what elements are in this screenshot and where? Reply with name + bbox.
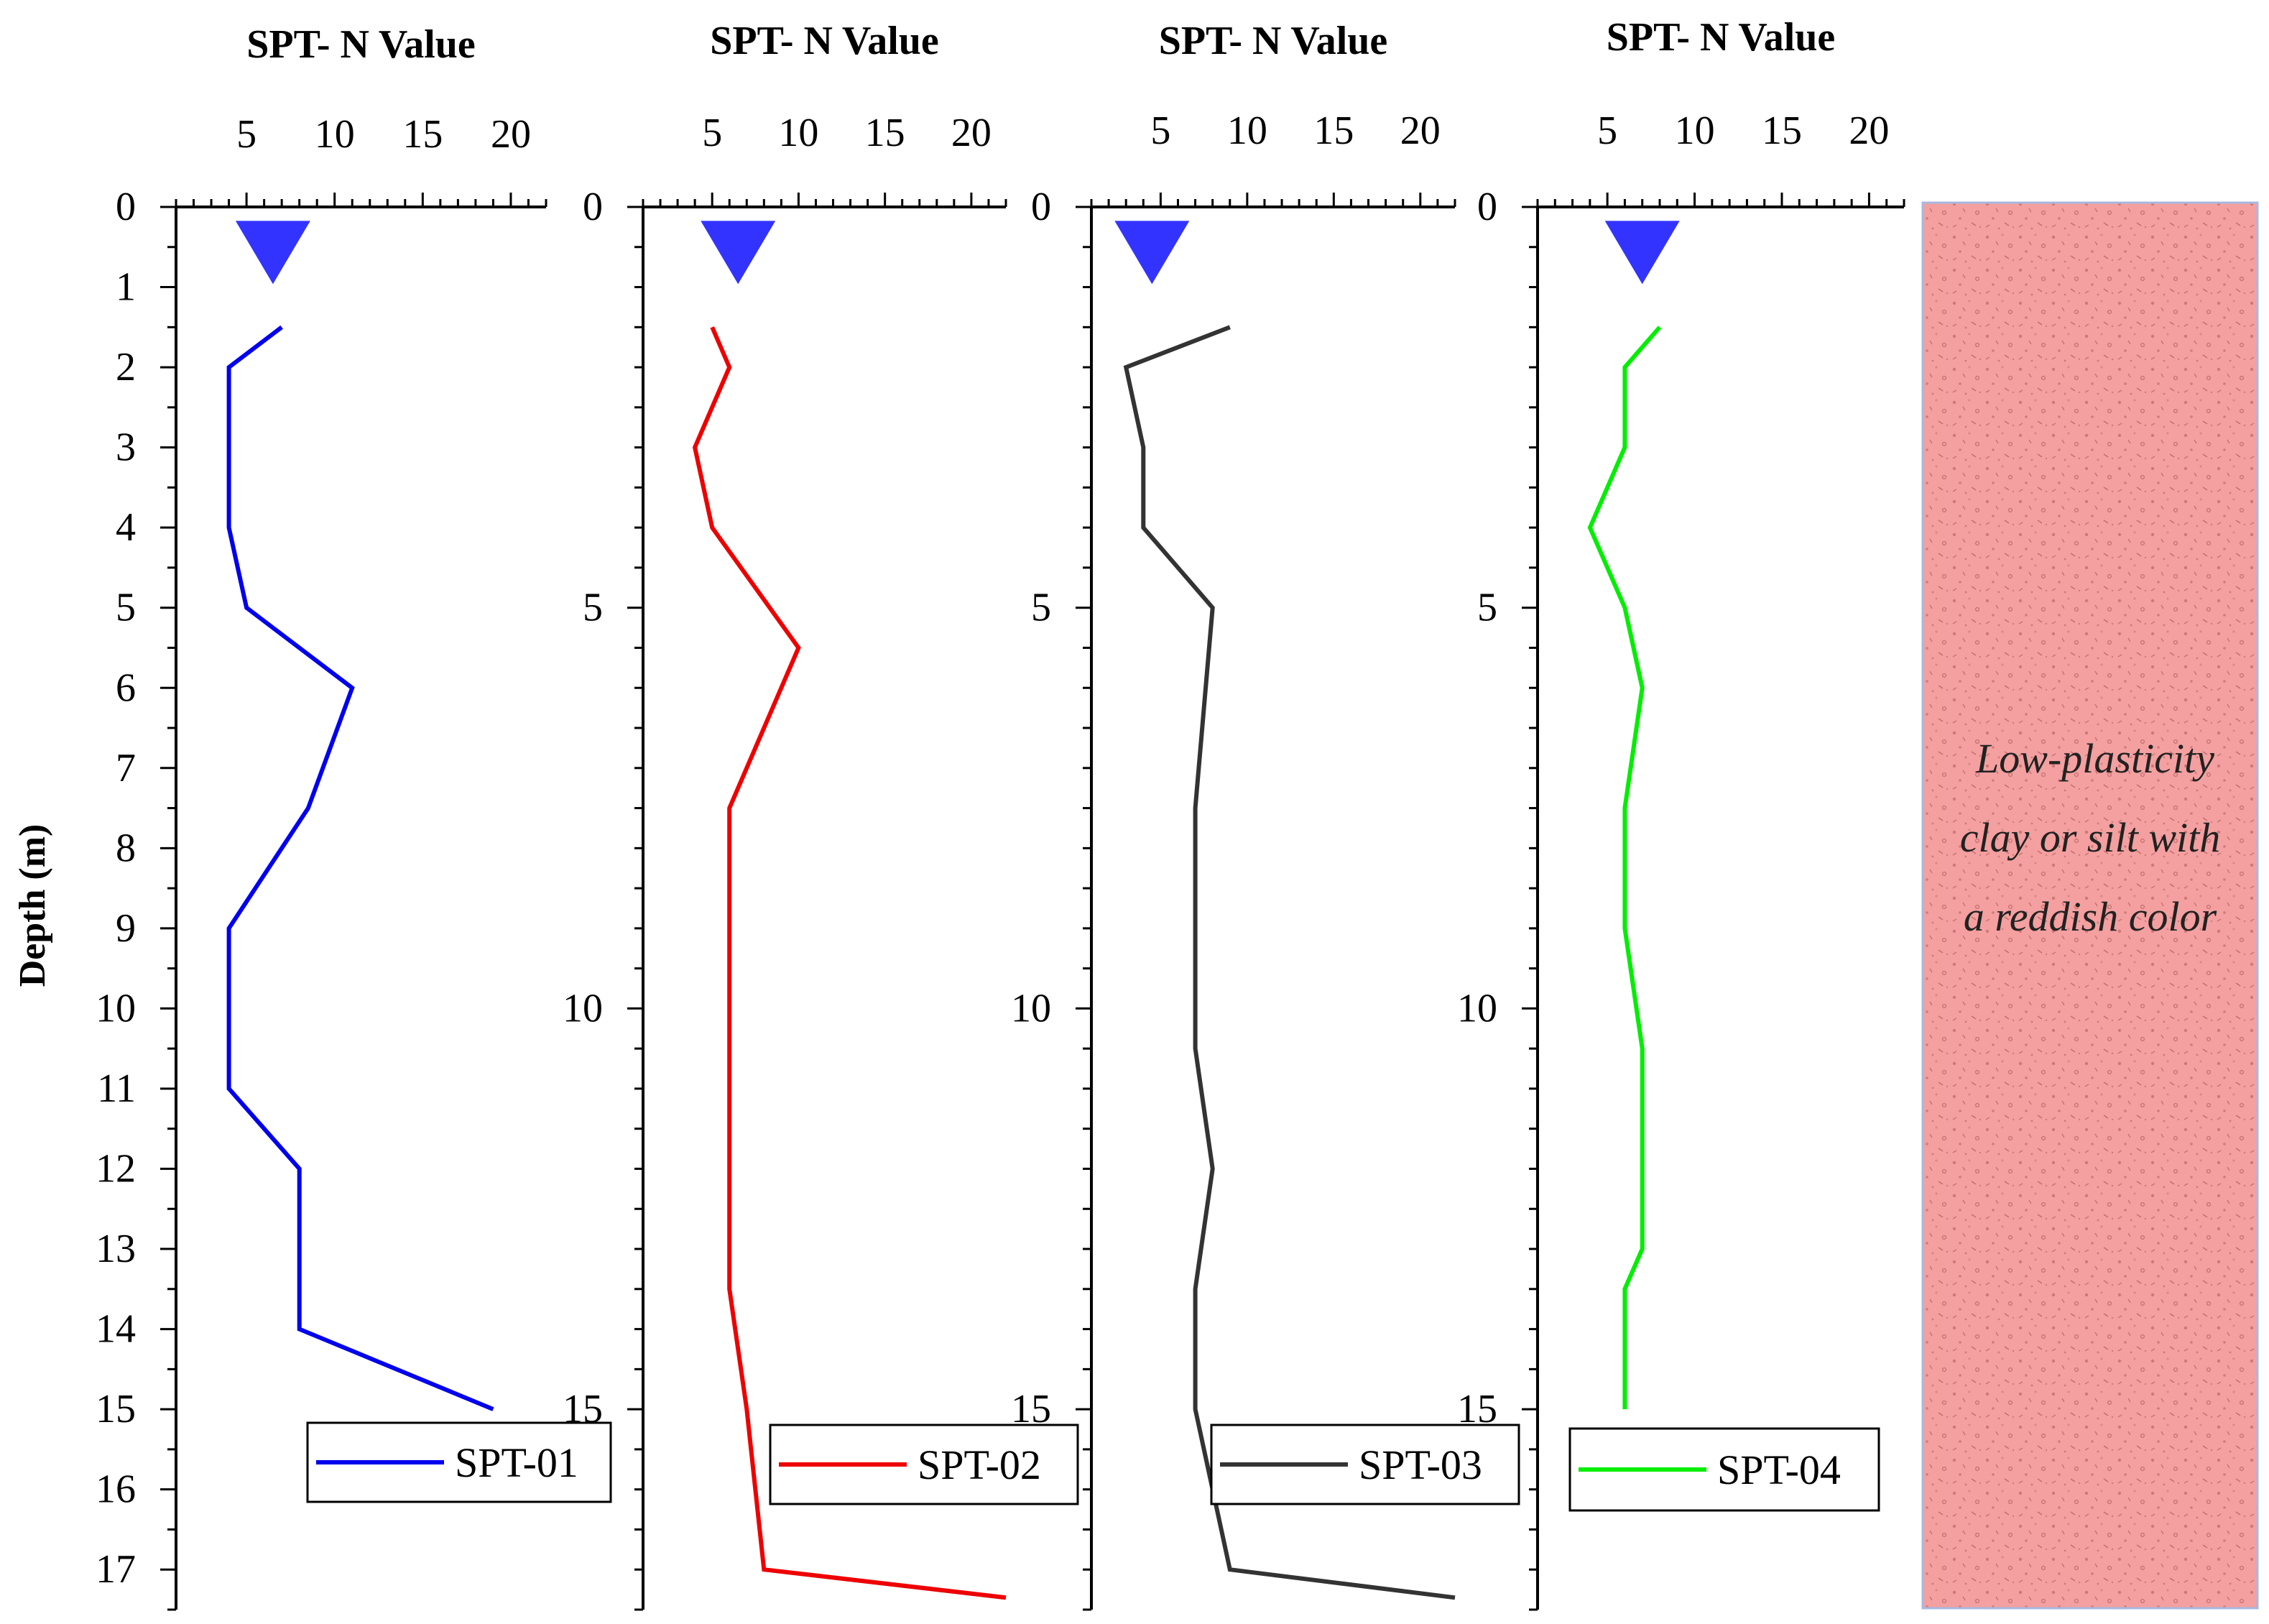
legend: SPT-01 [306,1421,612,1503]
y-tick-label: 12 [96,1147,136,1191]
x-tick-label: 15 [1313,109,1354,153]
x-tick-label: 5 [236,112,257,157]
y-tick-label: 17 [96,1547,136,1592]
x-tick-label: 20 [1849,109,1889,153]
y-tick-label: 5 [116,586,136,630]
y-tick-label: 10 [96,986,136,1030]
x-tick-label: 10 [1227,109,1267,153]
x-tick-label: 10 [1675,109,1715,153]
legend-label: SPT-01 [455,1439,578,1486]
legend-label: SPT-04 [1717,1447,1841,1493]
series-line-spt-01 [226,325,494,1411]
y-tick-label: 15 [96,1387,136,1431]
y-tick-label: 6 [116,665,136,710]
panel-spt-04: SPT- N Value 5 10 15 20 0 5 10 15 SPT-04 [1457,15,1905,1611]
y-tick-label: 4 [116,505,136,550]
y-tick-label: 3 [116,425,136,470]
x-tick-label: 15 [1762,109,1802,153]
x-tick-label: 20 [1400,109,1441,153]
legend: SPT-03 [1210,1424,1520,1505]
legend: SPT-02 [769,1424,1079,1505]
y-tick-label: 10 [1457,986,1497,1030]
soil-description-line-3: a reddish color [1964,893,2217,940]
panel-title: SPT- N Value [246,22,476,67]
groundwater-marker [235,221,310,285]
y-tick-label: 0 [116,185,136,229]
soil-column-fill [1921,201,2259,1610]
series-line-spt-03 [1123,325,1456,1600]
y-tick-label: 10 [1011,986,1051,1030]
x-tick-label: 10 [778,111,818,155]
y-tick-label: 5 [1477,586,1497,630]
y-tick-label: 0 [1477,185,1497,229]
y-tick-label: 5 [1031,586,1051,630]
x-tick-label: 5 [1597,109,1617,153]
x-tick-label: 20 [491,112,531,157]
panel-title: SPT- N Value [1159,19,1388,63]
groundwater-marker [1114,221,1190,285]
y-tick-label: 1 [116,265,136,310]
x-tick-label: 15 [865,111,905,155]
y-axis-label: Depth (m) [12,824,53,987]
y-tick-label: 15 [563,1387,603,1431]
soil-column: Low-plasticity clay or silt with a reddi… [1921,201,2259,1610]
y-tick-label: 8 [116,826,136,870]
y-tick-label: 2 [116,345,136,389]
y-tick-label: 13 [96,1227,136,1271]
y-tick-label: 16 [96,1467,136,1512]
soil-description-line-2: clay or silt with [1960,814,2221,861]
legend-label: SPT-02 [918,1441,1041,1488]
y-tick-label: 0 [1031,185,1051,229]
x-tick-label: 5 [1150,109,1170,153]
y-tick-label: 15 [1457,1387,1497,1431]
y-tick-label: 10 [563,986,603,1030]
x-tick-label: 10 [315,112,355,157]
panel-title: SPT- N Value [710,19,939,63]
panel-spt-03: SPT- N Value 5 10 15 20 0 5 10 15 SPT-03 [1011,19,1520,1611]
y-tick-label: 0 [583,185,603,229]
series-line-spt-02 [692,326,1007,1600]
y-tick-label: 5 [583,586,603,630]
legend: SPT-04 [1568,1427,1880,1512]
y-tick-label: 7 [116,746,136,790]
y-tick-label: 9 [116,906,136,951]
x-tick-label: 15 [402,112,443,157]
groundwater-marker [1604,221,1680,285]
groundwater-marker [701,221,776,285]
legend-label: SPT-03 [1359,1441,1482,1488]
x-tick-label: 5 [702,111,722,155]
y-tick-label: 14 [96,1307,136,1352]
y-tick-label: 11 [97,1066,136,1111]
soil-description-line-1: Low-plasticity [1975,735,2214,782]
y-tick-label: 15 [1011,1387,1051,1431]
panel-spt-02: SPT- N Value 5 10 15 20 0 5 10 15 SPT-02 [563,19,1079,1611]
x-tick-label: 20 [951,111,992,155]
series-line-spt-04 [1587,326,1662,1410]
panel-title: SPT- N Value [1607,15,1836,60]
